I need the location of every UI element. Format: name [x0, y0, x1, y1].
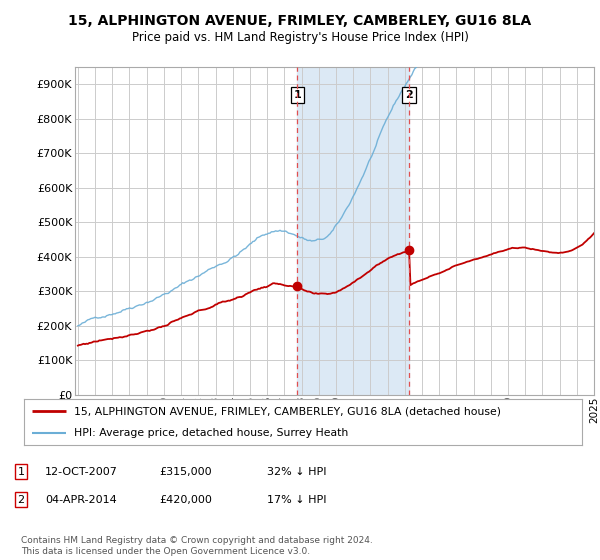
Text: 32% ↓ HPI: 32% ↓ HPI	[267, 466, 326, 477]
Text: 2: 2	[405, 90, 413, 100]
Text: Contains HM Land Registry data © Crown copyright and database right 2024.
This d: Contains HM Land Registry data © Crown c…	[21, 536, 373, 556]
Text: 15, ALPHINGTON AVENUE, FRIMLEY, CAMBERLEY, GU16 8LA: 15, ALPHINGTON AVENUE, FRIMLEY, CAMBERLE…	[68, 14, 532, 28]
Text: 04-APR-2014: 04-APR-2014	[45, 494, 117, 505]
Bar	[297, 67, 409, 395]
Text: 12-OCT-2007: 12-OCT-2007	[45, 466, 118, 477]
Text: HPI: Average price, detached house, Surrey Heath: HPI: Average price, detached house, Surr…	[74, 428, 349, 438]
Text: 17% ↓ HPI: 17% ↓ HPI	[267, 494, 326, 505]
Text: £315,000: £315,000	[159, 466, 212, 477]
Text: 1: 1	[293, 90, 301, 100]
Text: Price paid vs. HM Land Registry's House Price Index (HPI): Price paid vs. HM Land Registry's House …	[131, 31, 469, 44]
Text: £420,000: £420,000	[159, 494, 212, 505]
Text: 2: 2	[17, 494, 25, 505]
Text: 1: 1	[17, 466, 25, 477]
Text: 15, ALPHINGTON AVENUE, FRIMLEY, CAMBERLEY, GU16 8LA (detached house): 15, ALPHINGTON AVENUE, FRIMLEY, CAMBERLE…	[74, 406, 501, 416]
